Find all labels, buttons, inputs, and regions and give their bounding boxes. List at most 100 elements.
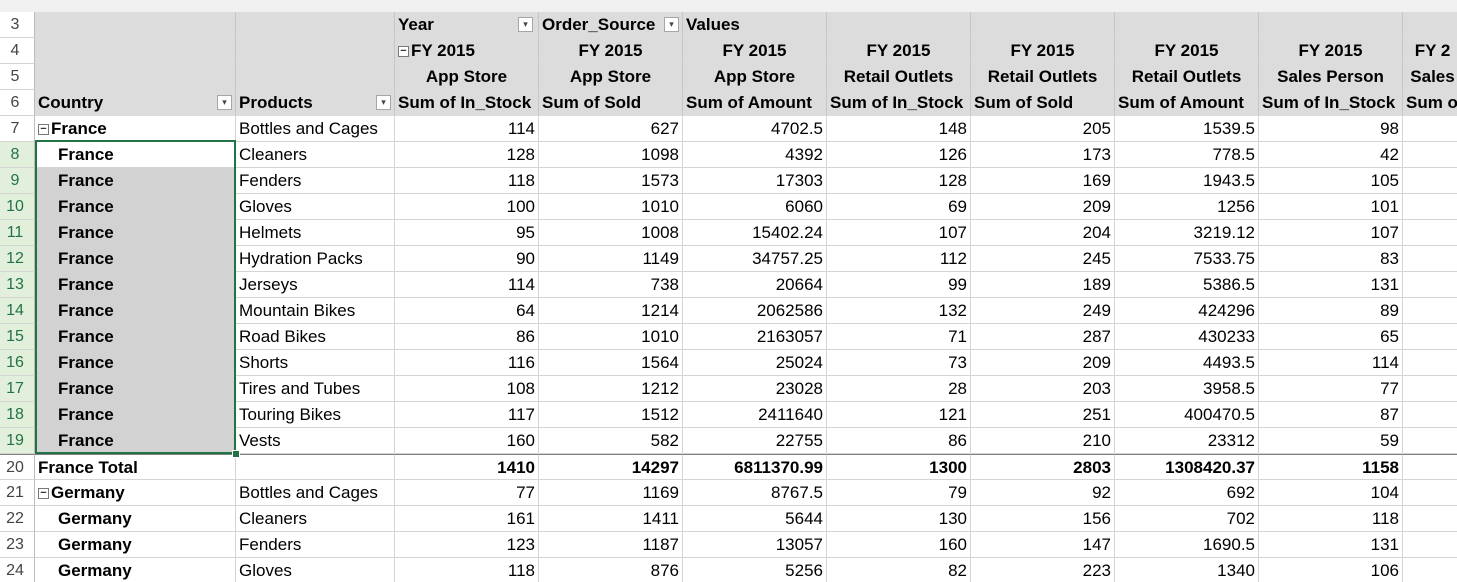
value-cell[interactable]: 86 — [827, 428, 971, 454]
row-number[interactable]: 6 — [0, 90, 35, 116]
value-cell[interactable]: 1010 — [539, 324, 683, 350]
value-cell[interactable]: 430233 — [1115, 324, 1259, 350]
value-cell[interactable]: 424296 — [1115, 298, 1259, 324]
value-cell[interactable]: 1539.5 — [1115, 116, 1259, 142]
country-cell[interactable]: France — [35, 142, 236, 168]
value-cell[interactable]: 1573 — [539, 168, 683, 194]
value-cell-clipped[interactable] — [1403, 506, 1457, 532]
row-number[interactable]: 9 — [0, 168, 35, 194]
value-cell[interactable]: 107 — [827, 220, 971, 246]
collapse-minus-icon[interactable]: − — [398, 46, 409, 58]
pivot-header-cell[interactable]: FY 2015 — [971, 38, 1115, 64]
value-cell[interactable]: 98 — [1259, 116, 1403, 142]
value-cell[interactable]: 105 — [1259, 168, 1403, 194]
dropdown-arrow-icon[interactable]: ▾ — [664, 17, 679, 32]
value-cell[interactable]: 65 — [1259, 324, 1403, 350]
value-cell[interactable]: 15402.24 — [683, 220, 827, 246]
value-cell[interactable]: 114 — [395, 272, 539, 298]
value-cell[interactable]: 1256 — [1115, 194, 1259, 220]
row-number[interactable]: 20 — [0, 454, 35, 480]
value-cell[interactable]: 28 — [827, 376, 971, 402]
value-cell[interactable]: 132 — [827, 298, 971, 324]
value-cell[interactable]: 738 — [539, 272, 683, 298]
pivot-header-cell[interactable]: App Store — [683, 64, 827, 90]
value-cell[interactable]: 4702.5 — [683, 116, 827, 142]
pivot-header-cell[interactable]: Sum of Amount — [683, 90, 827, 116]
value-cell[interactable]: 79 — [827, 480, 971, 506]
value-cell[interactable]: 23312 — [1115, 428, 1259, 454]
value-cell[interactable]: 69 — [827, 194, 971, 220]
value-cell[interactable]: 13057 — [683, 532, 827, 558]
pivot-header-cell[interactable]: FY 2015 — [683, 38, 827, 64]
value-cell-clipped[interactable] — [1403, 298, 1457, 324]
product-cell[interactable]: Fenders — [236, 168, 395, 194]
value-cell-clipped[interactable] — [1403, 142, 1457, 168]
pivot-header-cell[interactable]: Values — [683, 12, 827, 38]
value-cell[interactable]: 121 — [827, 402, 971, 428]
value-cell[interactable]: 89 — [1259, 298, 1403, 324]
value-cell[interactable]: 1410 — [395, 454, 539, 480]
country-cell[interactable]: France — [35, 376, 236, 402]
value-cell[interactable]: 249 — [971, 298, 1115, 324]
value-cell[interactable]: 169 — [971, 168, 1115, 194]
value-cell[interactable]: 1008 — [539, 220, 683, 246]
value-cell[interactable]: 126 — [827, 142, 971, 168]
value-cell[interactable]: 25024 — [683, 350, 827, 376]
value-cell[interactable]: 160 — [395, 428, 539, 454]
pivot-header-cell[interactable]: FY 2015 — [539, 38, 683, 64]
pivot-header-cell[interactable]: Sum of In_Stock — [827, 90, 971, 116]
value-cell-clipped[interactable] — [1403, 350, 1457, 376]
value-cell[interactable]: 106 — [1259, 558, 1403, 582]
country-cell[interactable]: France — [35, 168, 236, 194]
value-cell-clipped[interactable] — [1403, 402, 1457, 428]
pivot-header-cell[interactable]: Sum of Amount — [1115, 90, 1259, 116]
value-cell-clipped[interactable] — [1403, 168, 1457, 194]
value-cell[interactable]: 627 — [539, 116, 683, 142]
value-cell[interactable]: 1187 — [539, 532, 683, 558]
pivot-header-cell[interactable]: Retail Outlets — [971, 64, 1115, 90]
country-field-header[interactable]: Country — [35, 90, 236, 116]
row-number[interactable]: 18 — [0, 402, 35, 428]
product-cell[interactable]: Gloves — [236, 558, 395, 582]
pivot-header-cell[interactable]: Retail Outlets — [827, 64, 971, 90]
value-cell[interactable]: 8767.5 — [683, 480, 827, 506]
value-cell[interactable]: 128 — [395, 142, 539, 168]
row-number[interactable]: 8 — [0, 142, 35, 168]
value-cell[interactable]: 77 — [395, 480, 539, 506]
pivot-header-cell[interactable]: Sum of Sold — [539, 90, 683, 116]
fill-handle[interactable] — [232, 450, 240, 458]
value-cell[interactable]: 1158 — [1259, 454, 1403, 480]
row-number[interactable]: 19 — [0, 428, 35, 454]
pivot-header-cell[interactable] — [827, 12, 971, 38]
row-number[interactable]: 10 — [0, 194, 35, 220]
product-cell[interactable]: Bottles and Cages — [236, 116, 395, 142]
value-cell[interactable]: 1308420.37 — [1115, 454, 1259, 480]
value-cell[interactable]: 99 — [827, 272, 971, 298]
row-number[interactable]: 17 — [0, 376, 35, 402]
value-cell[interactable]: 83 — [1259, 246, 1403, 272]
value-cell[interactable]: 77 — [1259, 376, 1403, 402]
country-cell[interactable]: France — [35, 324, 236, 350]
product-cell[interactable]: Fenders — [236, 532, 395, 558]
row-number[interactable]: 21 — [0, 480, 35, 506]
value-cell[interactable]: 123 — [395, 532, 539, 558]
pivot-header-cell[interactable] — [971, 12, 1115, 38]
row-number[interactable]: 14 — [0, 298, 35, 324]
product-cell[interactable]: Hydration Packs — [236, 246, 395, 272]
country-cell[interactable]: France — [35, 428, 236, 454]
value-cell[interactable]: 245 — [971, 246, 1115, 272]
pivot-header-cell[interactable]: Order_Source — [539, 12, 683, 38]
country-cell[interactable]: France — [35, 298, 236, 324]
pivot-header-cell[interactable]: − FY 2015 — [395, 38, 539, 64]
value-cell[interactable]: 205 — [971, 116, 1115, 142]
value-cell[interactable]: 114 — [1259, 350, 1403, 376]
pivot-header-cell[interactable] — [1259, 12, 1403, 38]
product-cell[interactable]: Road Bikes — [236, 324, 395, 350]
pivot-header-cell[interactable]: Sum of In_Stock — [395, 90, 539, 116]
value-cell[interactable]: 1169 — [539, 480, 683, 506]
product-cell[interactable]: Vests — [236, 428, 395, 454]
pivot-header-cell[interactable]: Sales — [1403, 64, 1457, 90]
value-cell[interactable]: 42 — [1259, 142, 1403, 168]
country-cell[interactable]: France — [35, 272, 236, 298]
country-cell[interactable]: − France — [35, 116, 236, 142]
